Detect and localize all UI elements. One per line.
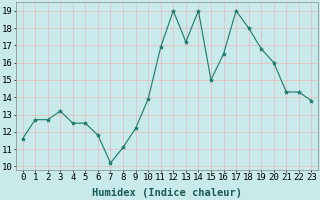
X-axis label: Humidex (Indice chaleur): Humidex (Indice chaleur) — [92, 188, 242, 198]
